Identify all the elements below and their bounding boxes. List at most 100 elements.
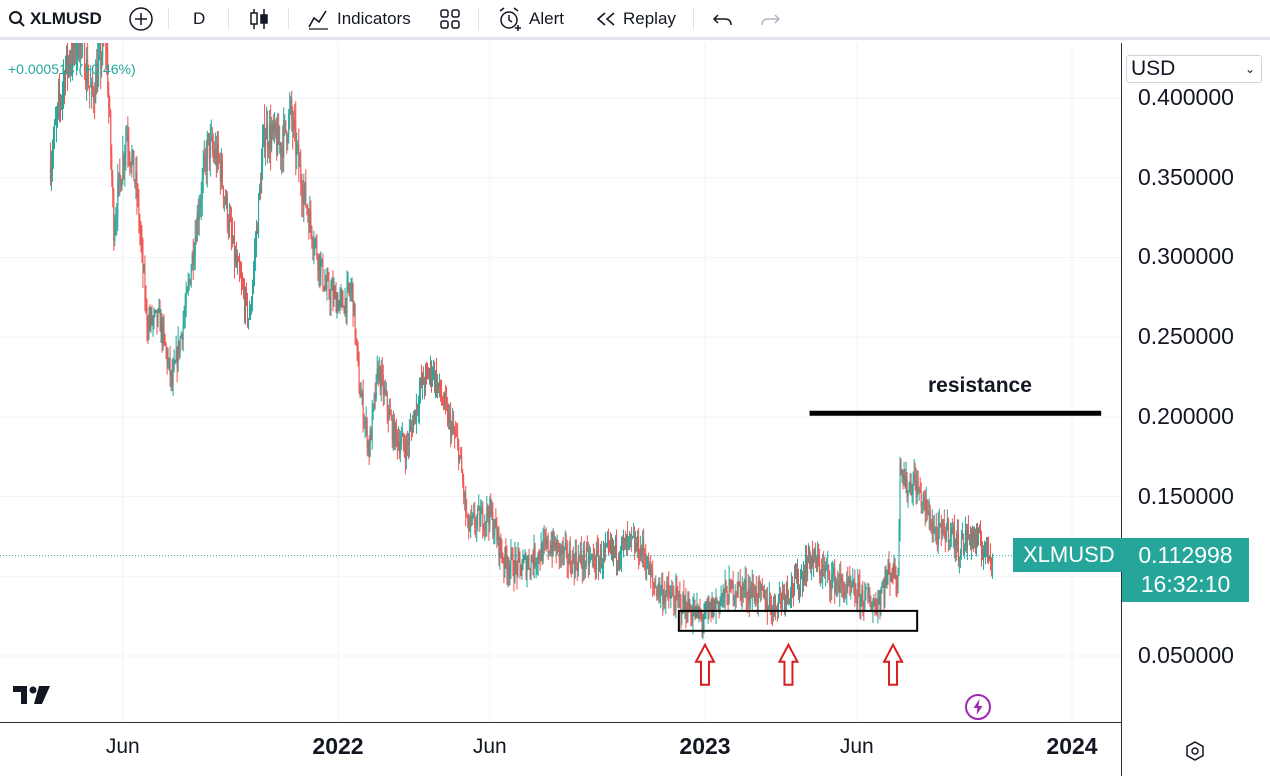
- alert-button[interactable]: Alert: [497, 0, 564, 38]
- candle-body: [223, 197, 225, 200]
- tradingview-logo-icon[interactable]: [13, 686, 51, 711]
- candle-body: [489, 499, 491, 526]
- candle-body: [92, 81, 94, 91]
- candle-body: [650, 565, 652, 575]
- candle-body: [458, 440, 460, 462]
- candle-body: [301, 184, 303, 199]
- candle-body: [816, 559, 818, 570]
- candle-body: [370, 430, 372, 440]
- candle-body: [132, 150, 134, 157]
- symbol-search-button[interactable]: XLMUSD: [8, 0, 102, 38]
- candle-body: [586, 547, 588, 550]
- candle-body: [466, 511, 468, 516]
- candle-body: [276, 134, 278, 154]
- candle-body: [312, 241, 314, 249]
- candle-body: [404, 450, 406, 461]
- candle-body: [267, 123, 269, 148]
- candle-body: [750, 587, 752, 597]
- candle-body: [494, 519, 496, 533]
- candle-body: [300, 164, 302, 185]
- candle-body: [386, 392, 388, 411]
- candle-body: [715, 600, 717, 610]
- candle-body: [362, 393, 364, 423]
- candle-body: [462, 472, 464, 483]
- compare-button[interactable]: [128, 0, 154, 38]
- candle-body: [956, 533, 958, 546]
- candle-body: [101, 56, 103, 68]
- candle-body: [317, 256, 319, 271]
- currency-select[interactable]: USD ⌄: [1126, 55, 1262, 83]
- candle-body: [862, 589, 864, 607]
- candle-body: [280, 143, 282, 157]
- candle-body: [884, 575, 886, 596]
- candle-body: [478, 507, 480, 509]
- candle-body: [455, 434, 457, 436]
- candle-body: [740, 586, 742, 600]
- candle-body: [660, 589, 662, 596]
- candle-body: [61, 88, 63, 99]
- symbol-label: XLMUSD: [30, 9, 102, 28]
- candle-body: [885, 575, 887, 584]
- candle-body: [570, 567, 572, 574]
- candle-body: [484, 521, 486, 530]
- candle-body: [894, 560, 896, 578]
- candle-body: [801, 574, 803, 578]
- candle-body: [157, 310, 159, 324]
- candle-body: [761, 585, 763, 590]
- candle-body: [537, 552, 539, 564]
- candle-body: [831, 574, 833, 590]
- candle-body: [945, 530, 947, 542]
- candle-body: [556, 541, 558, 555]
- candle-body: [172, 369, 174, 385]
- candle-body: [721, 594, 723, 600]
- candle-body: [89, 85, 91, 87]
- candle-body: [381, 370, 383, 375]
- candle-body: [240, 277, 242, 282]
- candle-body: [164, 335, 166, 346]
- candle-body: [672, 591, 674, 596]
- candle-body: [618, 560, 620, 564]
- candle-body: [477, 508, 479, 519]
- candle-body: [127, 133, 129, 147]
- candle-body: [742, 584, 744, 591]
- candle-body: [607, 542, 609, 544]
- candle-body: [251, 300, 253, 314]
- candle-body: [779, 593, 781, 595]
- candle-body: [150, 311, 152, 323]
- candle-body: [674, 604, 676, 612]
- chart-type-button[interactable]: [248, 0, 270, 38]
- candle-body: [351, 282, 353, 289]
- candle-body: [844, 591, 846, 600]
- candle-body: [797, 569, 799, 583]
- undo-button[interactable]: [712, 0, 734, 38]
- replay-button[interactable]: Replay: [595, 0, 676, 38]
- candle-body: [964, 529, 966, 547]
- interval-button[interactable]: D: [193, 0, 205, 38]
- candle-body: [957, 533, 959, 561]
- candle-body: [860, 594, 862, 607]
- candle-body: [717, 601, 719, 604]
- redo-button[interactable]: [759, 0, 781, 38]
- interval-label: D: [193, 9, 206, 28]
- candle-body: [555, 543, 557, 555]
- candle-body: [752, 583, 754, 594]
- candle-body: [699, 611, 701, 614]
- last-price-tag: 0.112998 16:32:10: [1122, 538, 1249, 602]
- candle-body: [216, 142, 218, 167]
- templates-button[interactable]: [438, 0, 462, 38]
- candle-body: [358, 361, 360, 393]
- candle-body: [778, 593, 780, 599]
- candle-body: [197, 212, 199, 221]
- candle-body: [349, 290, 351, 294]
- time-tick-label: Jun: [839, 735, 874, 758]
- candle-body: [623, 541, 625, 543]
- candle-body: [516, 562, 518, 575]
- settings-icon[interactable]: [1185, 741, 1205, 766]
- candle-body: [357, 348, 359, 362]
- candle-body: [453, 423, 455, 432]
- flash-icon[interactable]: [964, 693, 992, 726]
- indicators-button[interactable]: Indicators: [306, 0, 411, 38]
- candle-body: [890, 573, 892, 581]
- price-chart[interactable]: [0, 43, 1121, 722]
- candle-body: [424, 369, 426, 388]
